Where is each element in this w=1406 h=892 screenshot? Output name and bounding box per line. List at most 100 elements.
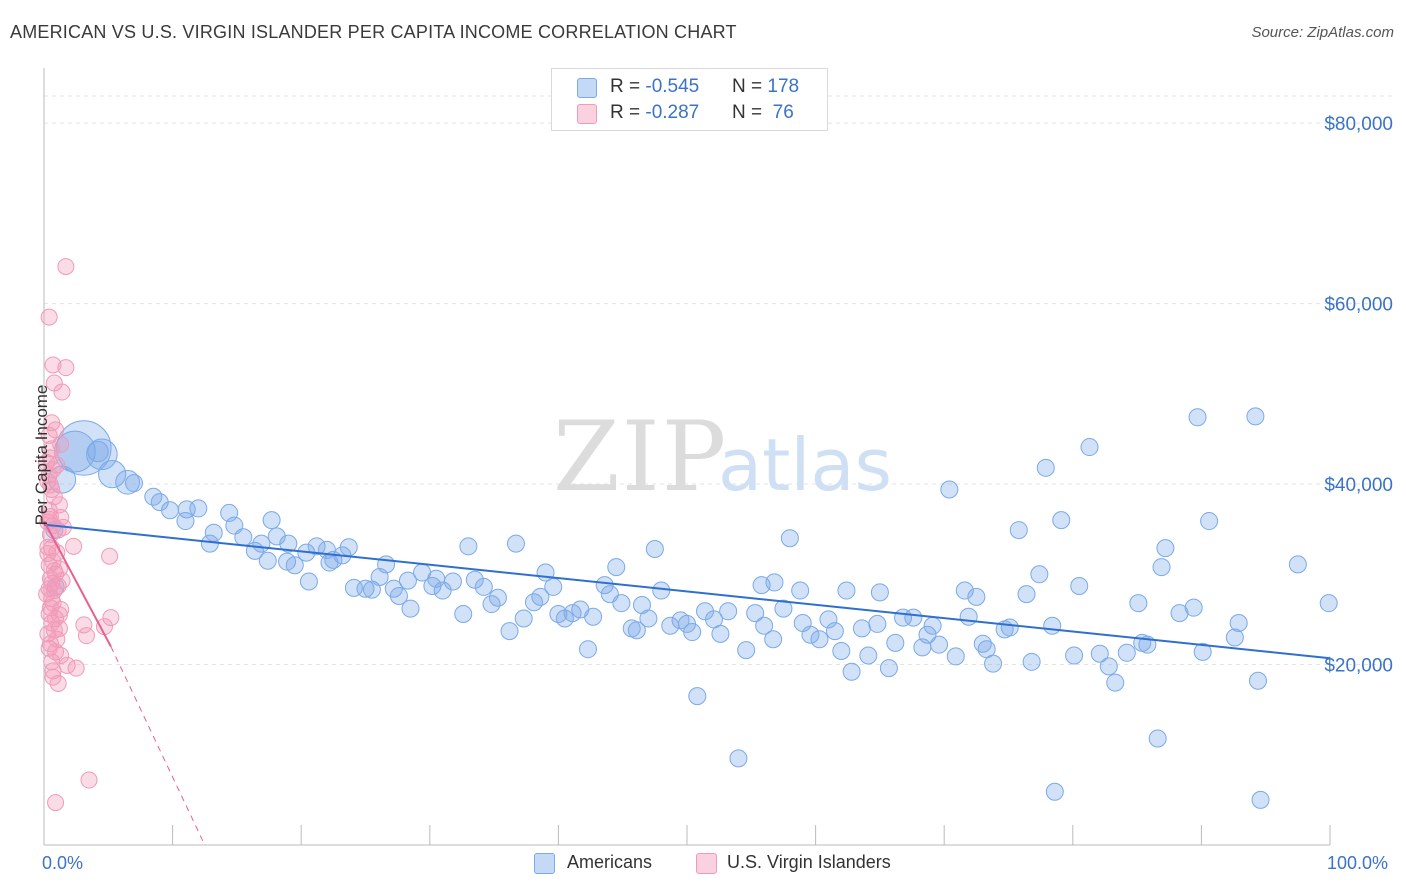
- americans-point: [1090, 644, 1109, 663]
- americans-point: [764, 630, 783, 649]
- americans-point: [125, 474, 144, 493]
- y-axis-label: Per Capita Income: [32, 384, 51, 526]
- americans-point: [825, 622, 844, 641]
- americans-point: [514, 609, 533, 628]
- virgin-islanders-point: [57, 258, 75, 276]
- americans-point: [832, 641, 851, 660]
- bottom-legend-label-americans: Americans: [567, 852, 653, 872]
- americans-point: [234, 528, 253, 547]
- americans-point: [612, 594, 631, 613]
- americans-point: [837, 581, 856, 600]
- americans-point: [377, 555, 396, 574]
- americans-point: [627, 621, 646, 640]
- americans-point: [87, 440, 109, 463]
- americans-point: [1248, 671, 1267, 690]
- americans-point: [339, 538, 358, 557]
- legend-n-value-virgin-islanders: 76: [767, 102, 794, 123]
- americans-point: [200, 534, 219, 553]
- americans-point: [1170, 604, 1189, 623]
- bottom-legend-swatch-americans: [534, 853, 555, 874]
- grid-lines: [44, 95, 1392, 666]
- virgin-islanders-point: [40, 556, 58, 574]
- americans-point: [258, 551, 277, 570]
- americans-point: [1288, 555, 1307, 574]
- americans-point: [711, 624, 730, 643]
- americans-point: [549, 604, 568, 623]
- virgin-islanders-point: [52, 600, 70, 618]
- americans-point: [1070, 577, 1089, 596]
- americans-point: [544, 577, 563, 596]
- americans-point: [737, 641, 756, 660]
- x-tick-label-max: 100.0%: [1327, 853, 1389, 873]
- americans-point: [1065, 646, 1084, 665]
- americans-point: [688, 687, 707, 706]
- virgin-islanders-point: [50, 496, 68, 514]
- americans-point: [1052, 511, 1071, 530]
- americans-point: [307, 537, 326, 556]
- americans-point: [904, 608, 923, 627]
- americans-point: [401, 599, 420, 618]
- virgin-islanders-point: [47, 794, 65, 812]
- virgin-islanders-point: [40, 639, 58, 657]
- americans-point: [1106, 673, 1125, 692]
- americans-point: [1229, 614, 1248, 633]
- americans-point: [262, 511, 281, 530]
- virgin-islanders-point: [80, 771, 98, 789]
- americans-point: [161, 501, 180, 520]
- americans-point: [398, 571, 417, 590]
- virgin-islanders-point: [101, 547, 119, 565]
- americans-point: [1225, 628, 1244, 647]
- americans-point: [389, 586, 408, 605]
- americans-points: [45, 407, 1338, 809]
- virgin-islanders-points: [38, 258, 120, 812]
- virgin-islanders-point: [40, 308, 58, 326]
- americans-point: [176, 512, 195, 531]
- americans-point: [204, 523, 223, 542]
- americans-point: [852, 619, 871, 638]
- legend-swatch-virgin-islanders: [577, 104, 597, 124]
- americans-point: [607, 558, 626, 577]
- americans-point: [299, 572, 318, 591]
- americans-point: [1193, 642, 1212, 661]
- virgin-islanders-point: [40, 426, 58, 444]
- americans-point: [645, 540, 664, 559]
- americans-point: [1152, 558, 1171, 577]
- bottom-legend-swatch-virgin-islanders: [696, 853, 717, 874]
- americans-point: [819, 610, 838, 629]
- virgin-islanders-point: [67, 659, 85, 677]
- americans-trend-line: [43, 523, 1331, 660]
- americans-point: [652, 581, 671, 600]
- virgin-islanders-point: [65, 537, 83, 555]
- virgin-islanders-point: [57, 359, 75, 377]
- legend-n-value-americans: 178: [767, 76, 800, 97]
- americans-point: [474, 577, 493, 596]
- americans-point: [639, 609, 658, 628]
- virgin-islanders-point: [75, 616, 93, 634]
- americans-point: [1188, 408, 1207, 427]
- chart-source: Source: ZipAtlas.com: [1251, 24, 1394, 41]
- virgin-islanders-point: [102, 609, 120, 627]
- americans-point: [1251, 790, 1270, 809]
- y-tick-label: $80,000: [1324, 114, 1393, 135]
- watermark: ZIP atlas: [553, 401, 892, 513]
- virgin-islanders-point: [77, 627, 95, 645]
- americans-point: [719, 602, 738, 621]
- virgin-islanders-point: [53, 383, 71, 401]
- y-tick-label: $60,000: [1324, 295, 1393, 316]
- americans-point: [955, 581, 974, 600]
- virgin-islanders-point: [41, 599, 59, 617]
- americans-point: [1099, 657, 1118, 676]
- americans-point: [506, 534, 525, 553]
- americans-point: [443, 572, 462, 591]
- americans-point: [1009, 521, 1028, 540]
- americans-point: [1000, 618, 1019, 637]
- americans-point: [879, 659, 898, 678]
- americans-point: [940, 480, 959, 499]
- americans-point: [1200, 512, 1219, 531]
- americans-point: [252, 534, 271, 553]
- americans-point: [842, 662, 861, 681]
- legend-n-label: N =: [732, 102, 768, 123]
- americans-point: [930, 635, 949, 654]
- americans-point: [1017, 585, 1036, 604]
- americans-point: [870, 583, 889, 602]
